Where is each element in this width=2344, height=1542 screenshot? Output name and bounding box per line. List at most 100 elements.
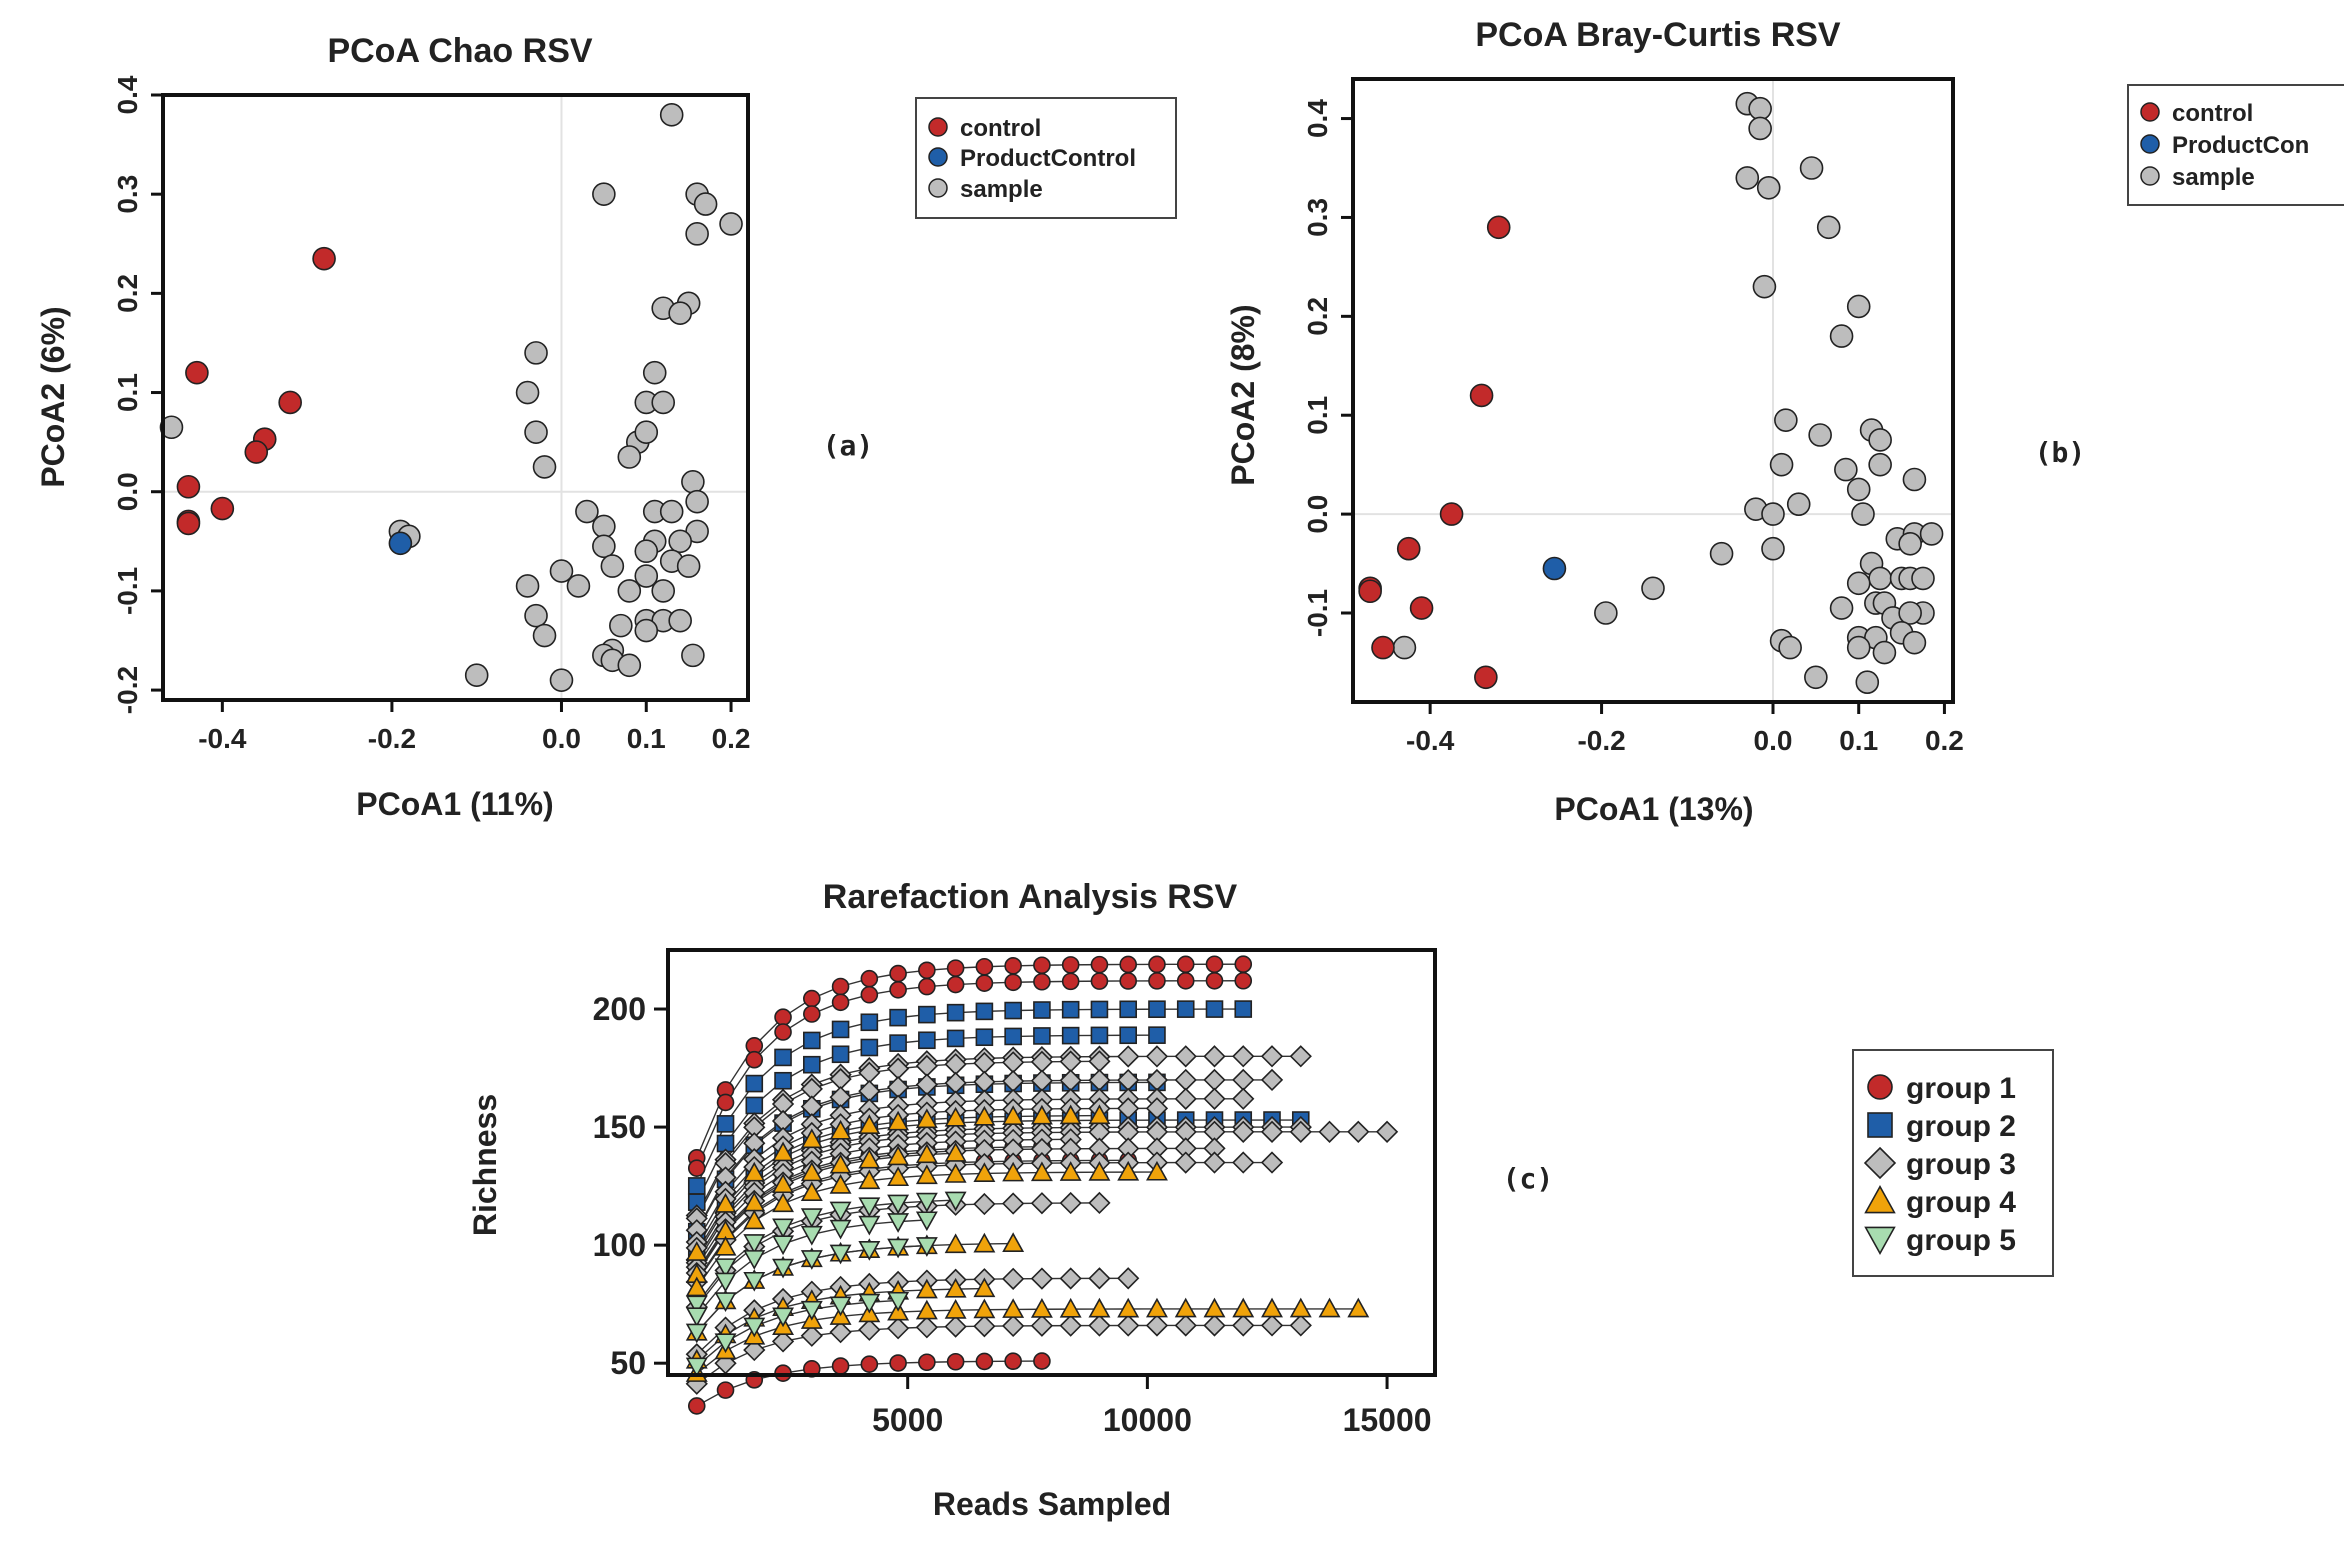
panel-label-c: (c): [1503, 1162, 1554, 1195]
rarefaction-point-group-3: [1174, 1087, 1197, 1110]
rarefaction-point-group-3: [1117, 1267, 1140, 1290]
rarefaction-point-group-4: [743, 1161, 766, 1182]
a-point-sample: [681, 470, 705, 494]
rarefaction-point-group-5: [915, 1237, 938, 1257]
rarefaction-point-group-5: [944, 1191, 967, 1212]
rarefaction-point-group-4: [1002, 1298, 1025, 1318]
rarefaction-point-group-1: [1176, 955, 1195, 974]
b-point-productcontrol: [1542, 556, 1567, 581]
c-xtick-label: 15000: [1343, 1402, 1432, 1438]
chart-b-legend: control ProductCon sample: [2127, 84, 2344, 206]
a-point-sample: [634, 420, 659, 445]
b-point-sample: [1911, 566, 1935, 591]
rarefaction-point-group-3: [1318, 1120, 1341, 1143]
a-xtick-label: 0.1: [627, 723, 666, 754]
rarefaction-point-group-5: [685, 1307, 708, 1328]
rarefaction-point-group-1: [716, 1381, 735, 1399]
b-point-sample: [1748, 116, 1772, 141]
a-point-control: [210, 496, 235, 521]
b-point-sample: [1846, 635, 1871, 660]
rarefaction-point-group-5: [772, 1218, 795, 1239]
rarefaction-point-group-2: [831, 1045, 850, 1064]
rarefaction-point-group-3: [1088, 1267, 1111, 1290]
a-point-sample: [617, 445, 642, 469]
rarefaction-point-group-4: [887, 1145, 910, 1166]
rarefaction-point-group-4: [944, 1277, 967, 1298]
rarefaction-point-group-3: [1260, 1068, 1284, 1092]
rarefaction-point-group-4: [1261, 1297, 1283, 1318]
a-xtick-label: -0.4: [198, 723, 247, 754]
a-point-sample: [592, 182, 616, 206]
rarefaction-point-group-5: [915, 1192, 938, 1213]
rarefaction-point-group-1: [774, 1023, 792, 1041]
rarefaction-point-group-4: [915, 1164, 938, 1185]
rarefaction-point-group-4: [714, 1193, 737, 1213]
chart-pcoa-bray-curtis: PCoA Bray-Curtis RSV -0.4 -0.2 0.0 0.1 0.2 -…: [1225, 16, 2344, 827]
rarefaction-point-group-3: [1030, 1314, 1054, 1337]
legend-b-control-marker: [2140, 102, 2160, 122]
rarefaction-point-group-5: [685, 1357, 708, 1378]
rarefaction-point-group-4: [772, 1192, 795, 1213]
a-point-sample: [464, 663, 489, 688]
a-xtick-label: 0.0: [542, 723, 581, 754]
rarefaction-point-group-4: [1088, 1297, 1111, 1318]
rarefaction-point-group-3: [1203, 1151, 1226, 1174]
rarefaction-point-group-5: [887, 1213, 910, 1233]
b-point-sample: [1392, 635, 1417, 660]
legend-a-control-marker: [928, 117, 948, 137]
rarefaction-point-group-2: [774, 1048, 792, 1067]
rarefaction-point-group-1: [918, 977, 936, 996]
rarefaction-point-group-4: [1174, 1297, 1197, 1318]
a-point-sample: [617, 653, 642, 678]
chart-a-legend: control ProductControl sample: [915, 97, 1177, 219]
rarefaction-point-group-1: [774, 1008, 792, 1026]
a-ytick-label: 0.4: [112, 75, 143, 114]
rarefaction-point-group-3: [915, 1316, 938, 1339]
rarefaction-point-group-3: [1260, 1151, 1284, 1174]
rarefaction-point-group-4: [1146, 1297, 1168, 1318]
a-ytick-label: 0.0: [112, 472, 143, 511]
b-point-sample: [1761, 536, 1785, 561]
rarefaction-point-group-3: [1059, 1314, 1082, 1337]
b-ytick-label: 0.4: [1302, 99, 1333, 138]
rarefaction-point-group-4: [1347, 1297, 1370, 1318]
rarefaction-point-group-3: [973, 1192, 996, 1216]
rarefaction-point-group-1: [1205, 955, 1224, 974]
legend-c-marker-group-3: [1863, 1146, 1897, 1180]
rarefaction-point-group-3: [1145, 1314, 1169, 1337]
rarefaction-point-group-4: [829, 1174, 852, 1194]
rarefaction-point-group-3: [1232, 1087, 1255, 1110]
rarefaction-curve-group-3: [696, 1055, 1301, 1216]
chart-a-frame: [161, 93, 750, 702]
rarefaction-point-group-2: [1033, 1027, 1051, 1045]
rarefaction-point-group-4: [1059, 1104, 1082, 1125]
rarefaction-point-group-4: [944, 1106, 967, 1127]
b-point-control: [1469, 383, 1494, 408]
b-point-control: [1396, 536, 1421, 561]
rarefaction-point-group-1: [1004, 973, 1022, 992]
rarefaction-point-group-1: [1205, 971, 1224, 990]
rarefaction-point-group-3: [1289, 1314, 1312, 1337]
b-point-sample: [1846, 477, 1871, 502]
a-point-sample: [685, 489, 709, 514]
rarefaction-point-group-5: [714, 1333, 737, 1354]
rarefaction-point-group-5: [887, 1291, 910, 1312]
rarefaction-point-group-2: [1090, 1026, 1109, 1045]
rarefaction-point-group-3: [1232, 1314, 1255, 1337]
rarefaction-point-group-1: [831, 977, 850, 996]
a-point-sample: [600, 554, 625, 578]
rarefaction-point-group-2: [1119, 1026, 1137, 1045]
rarefaction-point-group-1: [1090, 972, 1109, 990]
rarefaction-point-group-5: [858, 1215, 881, 1236]
rarefaction-point-group-1: [975, 957, 994, 976]
c-ytick-label: 150: [593, 1109, 646, 1145]
rarefaction-point-group-1: [918, 961, 936, 980]
rarefaction-point-group-3: [1174, 1314, 1197, 1337]
a-ytick-label: 0.1: [112, 373, 143, 412]
rarefaction-point-group-4: [973, 1298, 996, 1319]
a-point-sample: [634, 539, 659, 564]
a-point-sample: [719, 212, 743, 236]
b-point-control: [1371, 635, 1395, 660]
rarefaction-point-group-3: [944, 1315, 967, 1338]
